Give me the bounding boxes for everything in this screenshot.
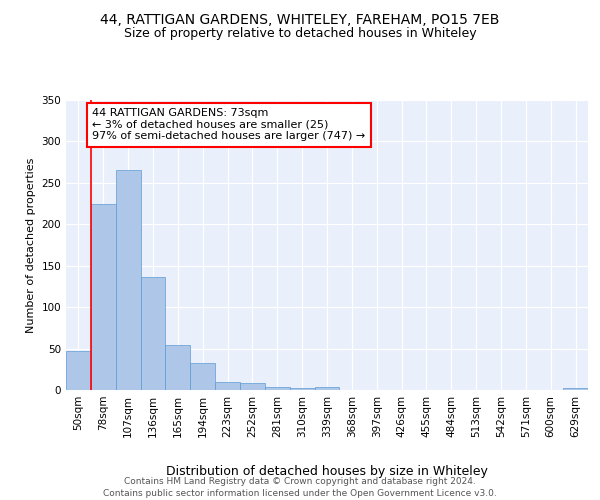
Bar — [116, 170, 140, 390]
Bar — [265, 386, 290, 390]
Text: Contains HM Land Registry data © Crown copyright and database right 2024.
Contai: Contains HM Land Registry data © Crown c… — [103, 476, 497, 498]
Y-axis label: Number of detached properties: Number of detached properties — [26, 158, 36, 332]
Bar — [190, 362, 215, 390]
Bar — [314, 386, 340, 390]
Bar — [240, 384, 265, 390]
Text: 44, RATTIGAN GARDENS, WHITELEY, FAREHAM, PO15 7EB: 44, RATTIGAN GARDENS, WHITELEY, FAREHAM,… — [100, 12, 500, 26]
Bar — [290, 388, 314, 390]
Bar — [166, 346, 190, 390]
Bar — [66, 351, 91, 390]
Text: 44 RATTIGAN GARDENS: 73sqm
← 3% of detached houses are smaller (25)
97% of semi-: 44 RATTIGAN GARDENS: 73sqm ← 3% of detac… — [92, 108, 365, 142]
Text: Distribution of detached houses by size in Whiteley: Distribution of detached houses by size … — [166, 464, 488, 477]
Text: Size of property relative to detached houses in Whiteley: Size of property relative to detached ho… — [124, 28, 476, 40]
Bar — [563, 388, 588, 390]
Bar — [215, 382, 240, 390]
Bar — [140, 278, 166, 390]
Bar — [91, 204, 116, 390]
